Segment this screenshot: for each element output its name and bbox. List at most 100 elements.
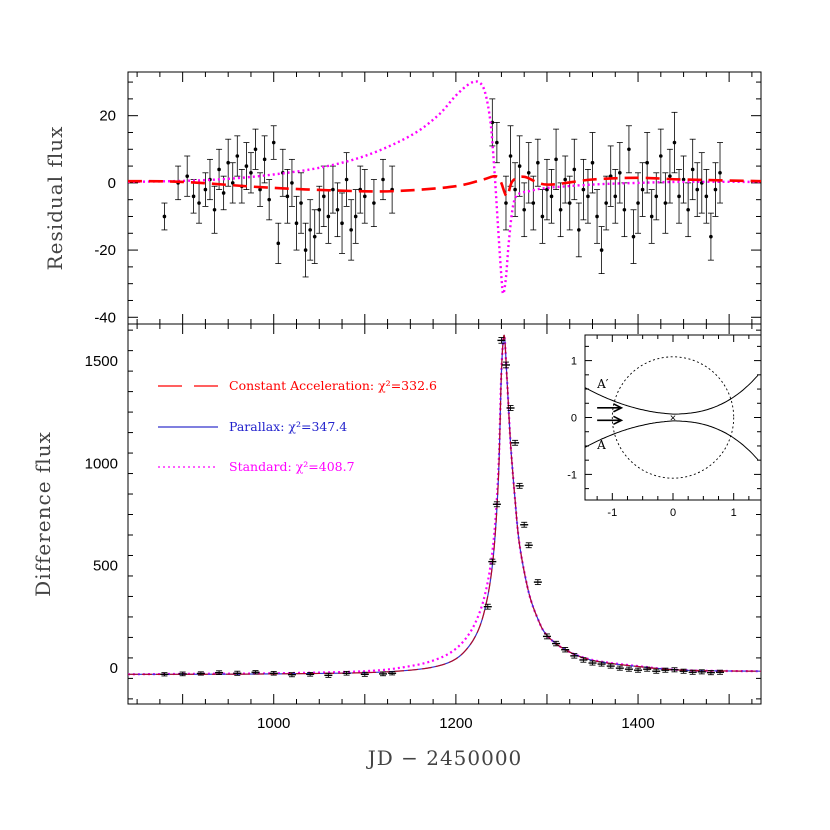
inset-x-tick-label: 1: [731, 507, 737, 519]
legend-label-constant-acceleration: Constant Acceleration: χ²=332.6: [229, 378, 437, 393]
residual-point: [184, 155, 191, 197]
inset-x-tick-label: -1: [607, 507, 617, 519]
residual-standard-curve: [128, 80, 761, 296]
residual-point: [584, 169, 591, 224]
flux-point: [511, 439, 520, 446]
main-data-points: [160, 337, 725, 678]
x-tick-label: 1400: [621, 715, 654, 732]
residual-point: [562, 155, 569, 204]
flux-point: [670, 667, 679, 673]
residual-point: [566, 175, 573, 231]
flux-point: [492, 501, 501, 508]
legend-label-standard: Standard: χ²=408.7: [229, 459, 355, 474]
flux-point: [251, 670, 260, 675]
main-y-label: Difference flux: [31, 431, 55, 597]
main-x-ticks: 1000 1200 1400: [136, 324, 753, 732]
residual-point: [211, 185, 218, 234]
residual-point: [685, 182, 692, 238]
residual-point: [389, 165, 396, 214]
residual-point: [630, 209, 637, 264]
flux-point: [497, 337, 506, 344]
flux-point: [269, 670, 278, 676]
residual-panel: 20 0 -20 -40 Residual flux: [43, 71, 762, 326]
flux-point: [597, 661, 606, 667]
residual-point: [548, 169, 555, 224]
residual-point: [553, 128, 560, 191]
y-tick-label: 1000: [85, 455, 118, 472]
flux-point: [178, 671, 187, 677]
residual-point: [621, 182, 628, 238]
flux-point: [588, 660, 597, 666]
residual-point: [589, 132, 596, 194]
flux-point: [606, 663, 615, 669]
residual-y-label: Residual flux: [43, 126, 67, 271]
residual-point: [717, 142, 724, 204]
flux-point: [524, 542, 533, 549]
residual-point: [662, 172, 669, 234]
inset-x-tick-label: 0: [670, 507, 676, 519]
residual-point: [707, 212, 714, 261]
residual-point: [257, 172, 264, 207]
inset-y-tick-label: -1: [567, 469, 577, 481]
residual-point: [598, 226, 605, 275]
residual-point: [671, 111, 678, 174]
residual-point: [680, 155, 687, 204]
einstein-ring: [611, 356, 735, 479]
residual-point: [607, 145, 614, 207]
residual-point: [571, 138, 578, 201]
flux-point: [160, 672, 169, 677]
legend: Constant Acceleration: χ²=332.6 Parallax…: [158, 378, 437, 474]
inset-y-tick-label: 0: [571, 413, 577, 425]
residual-point: [534, 138, 541, 187]
residual-point: [370, 179, 377, 227]
flux-point: [652, 668, 661, 674]
residual-point: [644, 132, 651, 194]
flux-point: [552, 640, 561, 647]
residual-point: [339, 192, 346, 254]
residual-data-points: [161, 98, 724, 278]
flux-point: [643, 666, 652, 672]
residual-point: [502, 175, 509, 231]
residual-point: [703, 169, 710, 224]
lens-center-marker: ×: [670, 413, 676, 425]
residual-point: [625, 125, 632, 174]
flux-point: [542, 633, 551, 640]
residual-point: [252, 128, 259, 170]
residual-point: [266, 179, 273, 221]
residual-point: [689, 138, 696, 201]
flux-point: [716, 669, 725, 675]
residual-point: [676, 169, 683, 224]
flux-point: [661, 667, 670, 673]
flux-point: [342, 670, 351, 676]
residual-point: [580, 158, 587, 221]
residual-point: [493, 122, 500, 164]
residual-point: [270, 125, 277, 160]
flux-point: [379, 671, 388, 677]
residual-point: [220, 175, 227, 211]
flux-point: [488, 558, 497, 565]
residual-point: [216, 148, 223, 191]
residual-point: [380, 158, 387, 201]
y-tick-label: 0: [108, 175, 116, 192]
residual-point: [190, 179, 197, 214]
trajectory-lower: [585, 420, 759, 461]
residual-constant-acceleration-curve: [128, 174, 761, 198]
flux-point: [287, 672, 296, 678]
flux-point: [624, 666, 633, 672]
residual-point: [298, 172, 305, 234]
flux-point: [533, 579, 542, 586]
residual-point: [694, 162, 701, 217]
residual-point: [575, 202, 582, 258]
flux-point: [506, 405, 515, 411]
flux-point: [579, 657, 588, 663]
flux-point: [360, 671, 369, 677]
residual-point: [206, 158, 213, 201]
residual-point: [557, 182, 564, 238]
residual-point: [316, 185, 323, 234]
inset-ticks: -1 0 1 1 0 -1: [567, 335, 761, 519]
inset-plot: -1 0 1 1 0 -1 × A′ A: [567, 334, 762, 519]
flux-point: [706, 670, 715, 676]
residual-point: [302, 222, 309, 278]
trajectory-upper: [585, 374, 759, 415]
